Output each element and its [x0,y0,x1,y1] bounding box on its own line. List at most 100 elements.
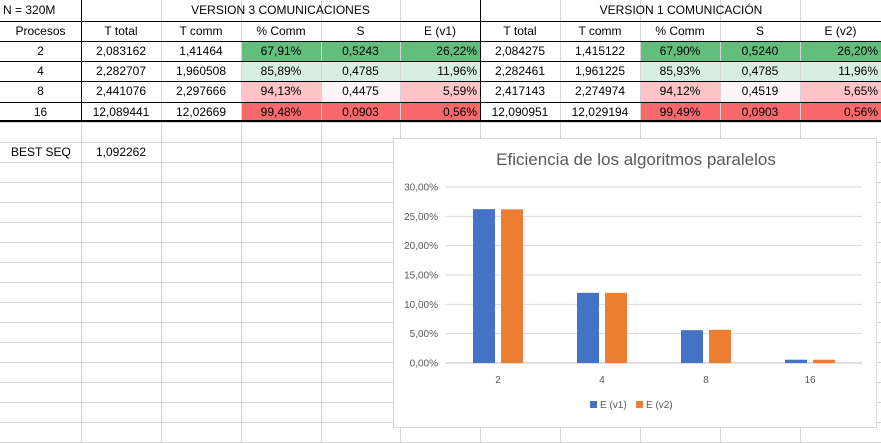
process-count-cell[interactable]: 4 [37,64,44,78]
y-tick-label: 0,00% [410,359,438,370]
grid-column-line [241,0,242,442]
data-cell[interactable]: 26,22% [436,44,477,58]
data-cell[interactable]: 2,297666 [175,84,227,98]
column-header-cell[interactable]: T total [503,24,537,38]
data-cell[interactable]: 0,4519 [741,84,779,98]
bar-e-v2--2 [501,209,523,363]
table-border [0,41,881,42]
legend-swatch [590,401,597,408]
data-cell[interactable]: 1,41464 [179,44,223,58]
table-border-bottom [0,120,881,122]
data-cell[interactable]: 2,282461 [494,64,546,78]
process-count-cell[interactable]: 8 [37,84,44,98]
bar-e-v1--8 [681,330,703,363]
conditional-fill [400,102,480,122]
x-tick-label: 2 [495,375,501,386]
data-cell[interactable]: 94,13% [260,84,302,98]
column-header-cell[interactable]: T total [104,24,138,38]
y-tick-label: 25,00% [404,212,438,223]
data-cell[interactable]: 12,02669 [175,105,227,119]
data-cell[interactable]: 0,4785 [342,64,379,78]
table-border [0,21,881,22]
conditional-fill [640,81,720,102]
data-cell[interactable]: 11,96% [838,64,878,78]
column-header-cell[interactable]: S [755,24,764,38]
bar-e-v1--4 [577,292,599,363]
data-cell[interactable]: 0,4785 [741,64,779,78]
x-tick-label: 4 [599,375,605,386]
data-cell[interactable]: 26,20% [837,44,878,58]
table-border [81,0,82,122]
group-header-v1[interactable]: VERSION 1 COMUNICACIÓN [599,3,763,17]
conditional-fill [241,81,321,102]
data-cell[interactable]: 1,961225 [574,64,626,78]
data-cell[interactable]: 0,5240 [741,44,779,58]
data-cell[interactable]: 12,089441 [92,105,150,119]
column-header-cell[interactable]: E (v2) [824,24,857,38]
data-cell[interactable]: 11,96% [437,64,477,78]
column-header-cell[interactable]: % Comm [256,24,306,38]
data-cell[interactable]: 1,960508 [175,64,227,78]
efficiency-chart[interactable]: Eficiencia de los algoritmos paralelos 0,… [393,138,877,428]
conditional-fill [241,102,321,122]
data-cell[interactable]: 67,91% [260,44,302,58]
bar-e-v1--2 [473,209,495,363]
data-cell[interactable]: 2,083162 [95,44,147,58]
column-header-cell[interactable]: S [356,24,365,38]
best-seq-value[interactable]: 1,092262 [95,145,147,159]
chart-canvas: Eficiencia de los algoritmos paralelos 0,… [404,150,862,411]
data-cell[interactable]: 99,49% [659,105,701,119]
data-cell[interactable]: 0,0903 [741,105,779,119]
data-cell[interactable]: 0,56% [843,105,878,119]
bar-e-v2--4 [605,292,627,363]
process-count-cell[interactable]: 16 [33,105,48,119]
column-header-cell[interactable]: Procesos [15,24,66,38]
grid-row-line [0,122,881,123]
data-cell[interactable]: 2,084275 [494,44,546,58]
data-cell[interactable]: 12,029194 [571,105,629,119]
data-cell[interactable]: 99,48% [260,105,302,119]
data-cell[interactable]: 0,56% [442,105,477,119]
legend-swatch [636,401,643,408]
data-cell[interactable]: 67,90% [659,44,701,58]
column-header-cell[interactable]: T comm [179,24,223,38]
data-cell[interactable]: 2,282707 [95,64,147,78]
grid-column-line [81,0,82,442]
data-cell[interactable]: 12,090951 [491,105,549,119]
data-cell[interactable]: 1,415122 [574,44,626,58]
conditional-fill [241,41,321,61]
x-tick-label: 16 [804,375,816,386]
data-cell[interactable]: 85,89% [260,64,302,78]
conditional-fill [400,41,480,61]
column-header-cell[interactable]: % Comm [655,24,705,38]
data-cell[interactable]: 2,274974 [574,84,626,98]
y-tick-label: 20,00% [404,241,438,252]
corner-label-cell[interactable]: N = 320M [3,3,56,17]
column-header-cell[interactable]: T comm [578,24,622,38]
table-border [0,81,881,82]
data-cell[interactable]: 0,0903 [342,105,379,119]
group-header-v3[interactable]: VERSION 3 COMUNICACIONES [191,3,370,17]
table-border [480,0,481,122]
data-cell[interactable]: 2,441076 [95,84,147,98]
process-count-cell[interactable]: 2 [37,44,44,58]
bar-e-v2--16 [813,359,835,363]
data-cell[interactable]: 85,93% [659,64,701,78]
data-cell[interactable]: 0,5243 [342,44,379,58]
conditional-fill [720,61,800,81]
conditional-fill [800,102,881,122]
data-cell[interactable]: 94,12% [659,84,701,98]
conditional-fill [640,102,720,122]
table-border [0,61,881,62]
data-cell[interactable]: 5,59% [442,84,477,98]
conditional-fill [800,81,881,102]
data-cell[interactable]: 5,65% [843,84,878,98]
data-cell[interactable]: 0,4475 [342,84,379,98]
conditional-fill [640,41,720,61]
best-seq-label[interactable]: BEST SEQ [11,145,71,159]
data-cell[interactable]: 2,417143 [494,84,546,98]
bar-e-v1--16 [785,359,807,363]
column-header-cell[interactable]: E (v1) [423,24,456,38]
conditional-fill [400,61,480,81]
grid-column-line [161,0,162,442]
